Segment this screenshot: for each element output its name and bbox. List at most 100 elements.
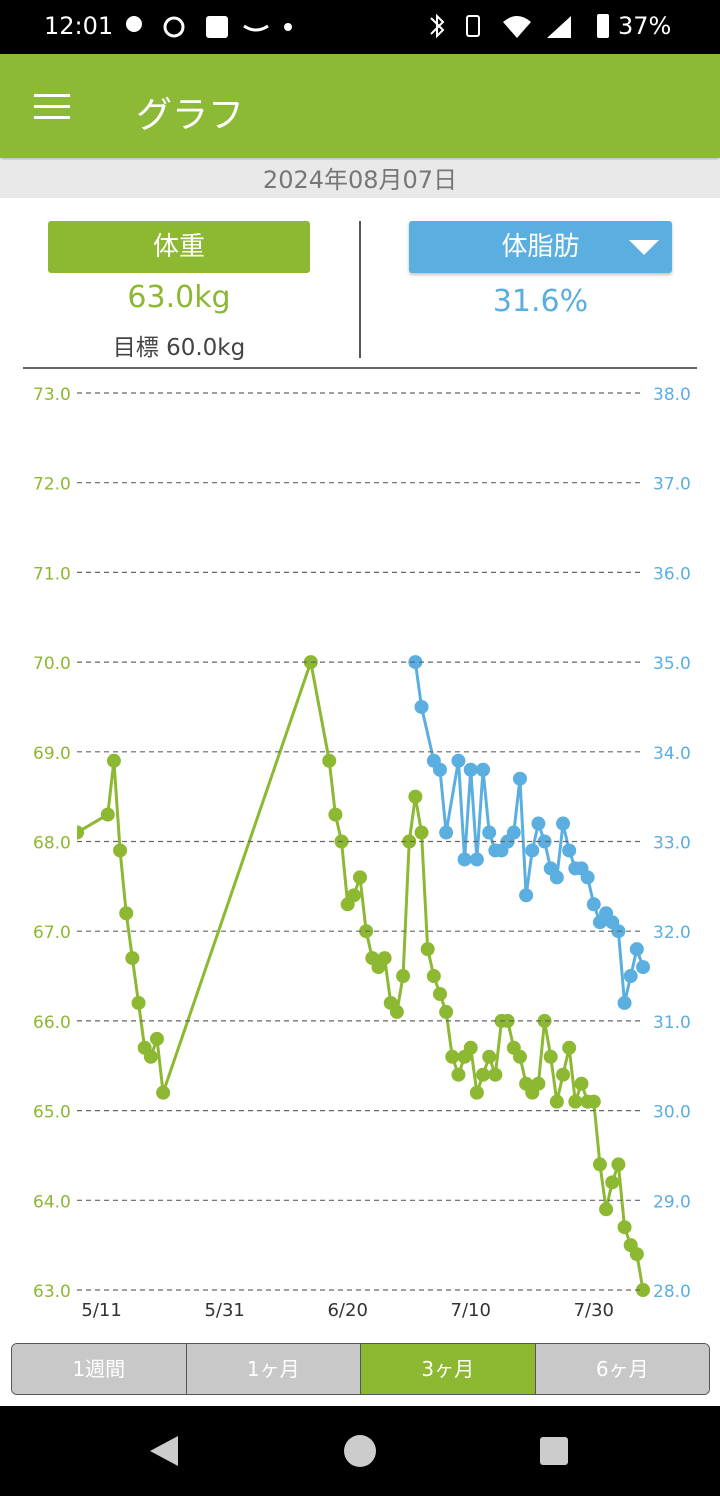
- data-point: [432, 986, 447, 1001]
- x-tick-label: 5/11: [81, 1300, 121, 1321]
- data-point: [451, 753, 466, 768]
- data-point: [125, 951, 140, 966]
- y-tick-label: 63.0: [33, 1282, 71, 1302]
- notification-icons: [126, 16, 292, 38]
- data-point: [586, 1094, 601, 1109]
- nav-buttons: [150, 1435, 568, 1467]
- data-point: [537, 1013, 552, 1028]
- data-point: [525, 843, 540, 858]
- data-point: [113, 843, 128, 858]
- data-point: [476, 1067, 491, 1082]
- data-point: [328, 807, 343, 822]
- x-tick-label: 6/20: [327, 1300, 367, 1321]
- data-point: [531, 816, 546, 831]
- data-point: [512, 1049, 527, 1064]
- data-point: [119, 906, 134, 921]
- y2-tick-label: 34.0: [653, 744, 691, 764]
- data-point: [414, 825, 429, 840]
- data-point: [549, 870, 564, 885]
- y-tick-label: 66.0: [33, 1013, 71, 1033]
- data-point: [463, 762, 478, 777]
- data-point: [439, 1004, 454, 1019]
- data-point: [531, 1076, 546, 1091]
- data-point: [543, 1049, 558, 1064]
- system-icons: [430, 13, 609, 39]
- y2-tick-label: 30.0: [653, 1103, 691, 1123]
- series-line: [77, 656, 645, 1291]
- data-point: [586, 897, 601, 912]
- y-tick-label: 72.0: [33, 475, 71, 495]
- data-point: [506, 825, 521, 840]
- plot-area: [77, 655, 650, 1297]
- range-tab[interactable]: 1ヶ月: [186, 1344, 361, 1394]
- data-point: [143, 1049, 158, 1064]
- data-point: [556, 816, 571, 831]
- data-point: [599, 1202, 614, 1217]
- x-tick-label: 7/10: [451, 1300, 491, 1321]
- data-point: [322, 753, 337, 768]
- data-point: [106, 753, 121, 768]
- data-point: [149, 1031, 164, 1046]
- y2-tick-label: 36.0: [653, 564, 691, 584]
- chart: 63.0 64.0 65.0 66.0 67.0 68.0 69.0 70.0 71.0 72.0…: [33, 385, 691, 1321]
- data-point: [611, 1157, 626, 1172]
- weight-value: 63.0kg: [127, 280, 231, 315]
- fat-dropdown[interactable]: 体脂肪: [409, 221, 672, 273]
- data-point: [568, 1094, 583, 1109]
- nav-bar: [0, 1406, 720, 1496]
- menu-button[interactable]: [34, 94, 70, 120]
- data-point: [100, 807, 115, 822]
- home-button[interactable]: [344, 1435, 376, 1467]
- divider: [359, 221, 361, 358]
- weight-goal: 目標 60.0kg: [112, 335, 246, 361]
- dropdown-arrow: [629, 240, 659, 255]
- data-point: [414, 699, 429, 714]
- app-bar: グラフ: [0, 54, 720, 158]
- y2-tick-label: 33.0: [653, 834, 691, 854]
- data-point: [562, 1040, 577, 1055]
- data-point: [488, 1067, 503, 1082]
- data-point: [377, 951, 392, 966]
- y2-tick-label: 31.0: [653, 1013, 691, 1033]
- data-point: [512, 771, 527, 786]
- data-point: [629, 1247, 644, 1262]
- data-point: [420, 942, 435, 957]
- data-point: [500, 1013, 515, 1028]
- data-point: [408, 789, 423, 804]
- recents-button[interactable]: [540, 1437, 568, 1465]
- fat-value: 31.6%: [492, 284, 589, 319]
- y-tick-label: 69.0: [33, 744, 71, 764]
- y2-tick-label: 29.0: [653, 1192, 691, 1212]
- data-point: [346, 888, 361, 903]
- data-point: [592, 1157, 607, 1172]
- range-tabs: 1週間 1ヶ月 3ヶ月 6ヶ月: [11, 1343, 710, 1395]
- data-point: [636, 960, 650, 975]
- status-bar: 12:01 37%: [0, 0, 720, 54]
- data-point: [580, 870, 595, 885]
- y-tick-label: 65.0: [33, 1103, 71, 1123]
- data-point: [426, 969, 441, 984]
- range-tab[interactable]: 6ヶ月: [535, 1344, 709, 1394]
- data-point: [562, 843, 577, 858]
- data-point: [445, 1049, 460, 1064]
- data-point: [519, 888, 534, 903]
- data-point: [353, 870, 367, 885]
- weight-button[interactable]: 体重: [48, 221, 310, 273]
- clock: 12:01: [44, 12, 114, 40]
- range-tab[interactable]: 3ヶ月: [361, 1344, 536, 1394]
- app-title: グラフ: [136, 95, 245, 136]
- data-point: [482, 1049, 497, 1064]
- range-tab[interactable]: 1週間: [12, 1344, 187, 1394]
- data-point: [469, 852, 484, 867]
- back-button[interactable]: [150, 1436, 178, 1466]
- data-point: [131, 995, 146, 1010]
- y-tick-label: 73.0: [33, 385, 71, 405]
- battery-level: 37%: [618, 12, 672, 40]
- data-point: [476, 762, 491, 777]
- data-point: [463, 1040, 478, 1055]
- y-tick-label: 68.0: [33, 834, 71, 854]
- data-point: [439, 825, 454, 840]
- date: 2024年08月07日: [0, 160, 720, 198]
- data-point: [402, 834, 417, 849]
- x-tick-label: 5/31: [204, 1300, 244, 1321]
